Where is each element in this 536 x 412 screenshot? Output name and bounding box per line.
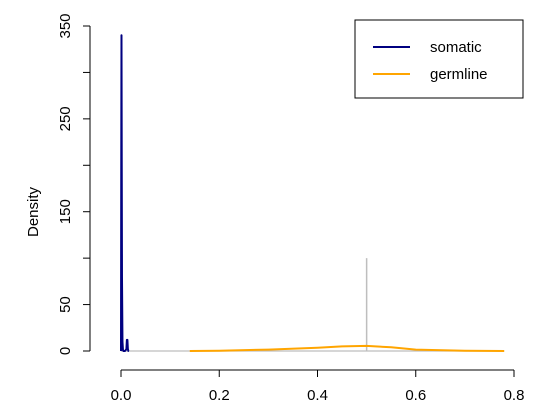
x-tick-label: 0.0: [111, 387, 132, 404]
x-tick-label: 0.4: [307, 387, 328, 404]
legend-box: [354, 19, 524, 99]
y-tick-label: 0: [57, 347, 74, 355]
y-tick-label: 50: [57, 296, 74, 313]
series-line-germline: [189, 344, 505, 352]
y-tick-label: 150: [57, 199, 74, 224]
series-line-somatic: [120, 34, 130, 352]
legend-label-somatic: somatic: [430, 39, 482, 56]
y-tick-label: 250: [57, 106, 74, 131]
series-lines: [120, 34, 505, 352]
x-tick-label: 0.8: [504, 387, 525, 404]
x-tick-label: 0.6: [405, 387, 426, 404]
y-axis-title: Density: [25, 186, 42, 237]
legend-label-germline: germline: [430, 66, 488, 83]
reference-lines: [121, 258, 505, 352]
legend: somatic germline: [354, 19, 524, 99]
x-axis: 0.0 0.2 0.4 0.6 0.8: [111, 369, 525, 404]
x-tick-label: 0.2: [209, 387, 230, 404]
y-tick-label: 350: [57, 13, 74, 38]
y-axis: 0 50 150 250 350: [57, 13, 91, 355]
